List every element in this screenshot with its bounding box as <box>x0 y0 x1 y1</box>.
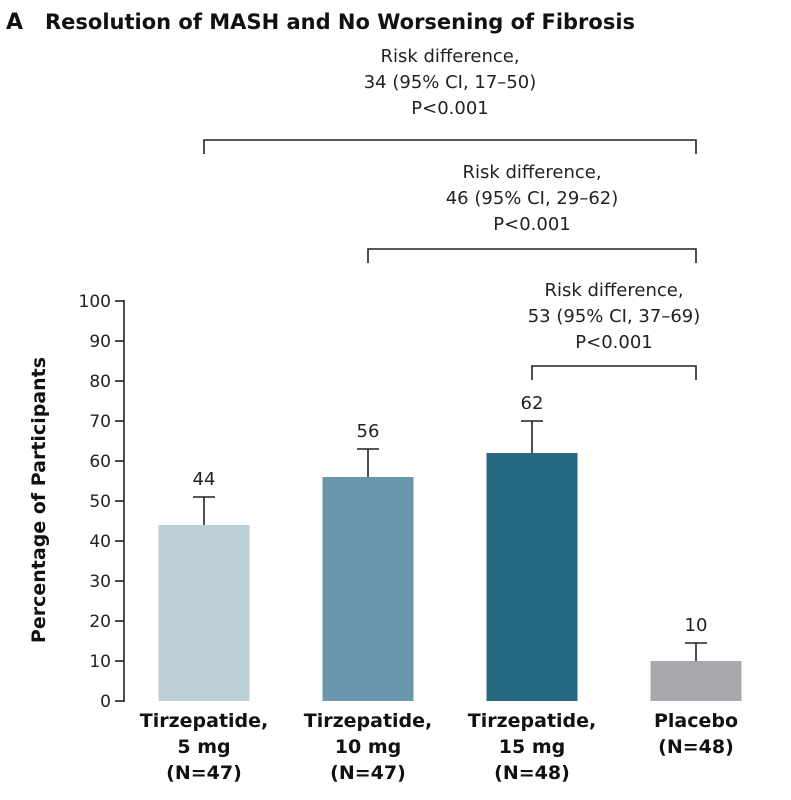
y-tick-label-90: 90 <box>89 332 111 352</box>
y-tick-label-100: 100 <box>79 292 111 312</box>
y-tick-label-0: 0 <box>100 692 111 712</box>
category-label-line: Tirzepatide, <box>468 710 597 732</box>
value-label-3: 10 <box>685 615 708 636</box>
risk-difference-text-2: Risk difference, 53 (95% CI, 37–69) P<0.00… <box>528 280 701 353</box>
risk-difference-line: 46 (95% CI, 29–62) <box>446 188 619 209</box>
y-tick-label-60: 60 <box>89 452 111 472</box>
risk-difference-line: Risk difference, <box>544 280 683 301</box>
risk-difference-line: Risk difference, <box>380 46 519 67</box>
value-label-0: 44 <box>193 469 216 490</box>
value-label-1: 56 <box>357 421 380 442</box>
risk-difference-line: P<0.001 <box>575 332 652 353</box>
bracket-0 <box>203 139 697 154</box>
category-label-line: 5 mg <box>177 736 230 758</box>
y-axis-label: Percentage of Participants <box>28 357 50 643</box>
risk-difference-annotations: Risk difference, 34 (95% CI, 17–50) P<0.00… <box>203 46 701 380</box>
category-label-3: Placebo (N=48) <box>654 710 738 758</box>
bars-group: 44 56 62 10 <box>158 393 742 701</box>
y-tick-label-70: 70 <box>89 412 111 432</box>
category-label-line: (N=48) <box>494 762 570 784</box>
risk-difference-text-0: Risk difference, 34 (95% CI, 17–50) P<0.00… <box>364 46 537 119</box>
category-label-line: (N=48) <box>658 736 734 758</box>
category-label-0: Tirzepatide, 5 mg (N=47) <box>140 710 269 784</box>
value-label-2: 62 <box>521 393 544 414</box>
y-tick-label-10: 10 <box>89 652 111 672</box>
bracket-1 <box>367 248 697 263</box>
bracket-2 <box>531 365 697 380</box>
category-label-line: Tirzepatide, <box>140 710 269 732</box>
category-label-line: (N=47) <box>166 762 242 784</box>
y-tick-label-30: 30 <box>89 572 111 592</box>
category-labels: Tirzepatide, 5 mg (N=47) Tirzepatide, 10 mg (… <box>140 710 738 784</box>
risk-difference-line: Risk difference, <box>462 162 601 183</box>
bar-0 <box>158 525 250 701</box>
panel-title: Resolution of MASH and No Worsening of F… <box>45 10 635 34</box>
bar-2 <box>486 453 578 701</box>
risk-difference-line: 34 (95% CI, 17–50) <box>364 72 537 93</box>
category-label-line: Tirzepatide, <box>304 710 433 732</box>
risk-difference-line: 53 (95% CI, 37–69) <box>528 306 701 327</box>
category-label-line: 15 mg <box>499 736 565 758</box>
y-tick-label-80: 80 <box>89 372 111 392</box>
panel-letter: A <box>6 10 23 35</box>
risk-difference-line: P<0.001 <box>493 214 570 235</box>
category-label-line: Placebo <box>654 710 738 732</box>
risk-difference-text-1: Risk difference, 46 (95% CI, 29–62) P<0.00… <box>446 162 619 235</box>
y-axis: 0 10 20 30 40 50 60 70 80 90 100 <box>79 292 125 712</box>
risk-difference-line: P<0.001 <box>411 98 488 119</box>
bar-1 <box>322 477 414 701</box>
bar-3 <box>650 661 742 701</box>
category-label-2: Tirzepatide, 15 mg (N=48) <box>468 710 597 784</box>
category-label-line: 10 mg <box>335 736 401 758</box>
category-label-line: (N=47) <box>330 762 406 784</box>
y-tick-label-20: 20 <box>89 612 111 632</box>
y-tick-label-50: 50 <box>89 492 111 512</box>
y-tick-label-40: 40 <box>89 532 111 552</box>
category-label-1: Tirzepatide, 10 mg (N=47) <box>304 710 433 784</box>
